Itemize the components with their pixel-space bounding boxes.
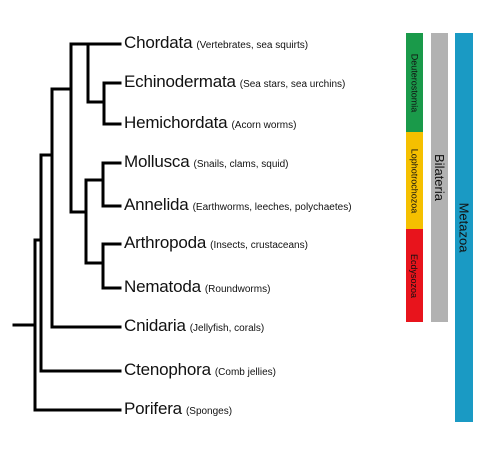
- deuterostomia-label: Deuterostomia: [409, 53, 420, 112]
- taxon-cnidaria: Cnidaria (Jellyfish, corals): [124, 316, 264, 336]
- taxon-arthropoda: Arthropoda (Insects, crustaceans): [124, 233, 308, 253]
- ecdysozoa-label: Ecdysozoa: [409, 253, 420, 298]
- metazoa-bar: Metazoa: [455, 33, 473, 422]
- taxon-note: (Acorn worms): [231, 120, 297, 131]
- taxon-name: Cnidaria: [124, 316, 186, 335]
- taxon-porifera: Porifera (Sponges): [124, 399, 232, 419]
- taxon-note: (Snails, clams, squid): [193, 159, 289, 170]
- taxon-echinodermata: Echinodermata (Sea stars, sea urchins): [124, 72, 345, 92]
- taxon-name: Annelida: [124, 195, 189, 214]
- taxon-name: Mollusca: [124, 152, 190, 171]
- taxon-note: (Insects, crustaceans): [210, 240, 308, 251]
- taxon-mollusca: Mollusca (Snails, clams, squid): [124, 152, 289, 172]
- taxon-note: (Roundworms): [204, 284, 271, 295]
- taxon-note: (Jellyfish, corals): [189, 323, 265, 334]
- taxon-name: Porifera: [124, 399, 182, 418]
- taxon-chordata: Chordata (Vertebrates, sea squirts): [124, 33, 308, 53]
- bilateria-label: Bilateria: [432, 154, 447, 201]
- taxon-note: (Earthworms, leeches, polychaetes): [192, 202, 352, 213]
- taxon-name: Ctenophora: [124, 360, 211, 379]
- metazoa-label: Metazoa: [456, 202, 472, 253]
- taxon-name: Echinodermata: [124, 72, 236, 91]
- deuterostomia-bar: Deuterostomia: [406, 33, 423, 132]
- lophotrochozoa-bar: Lophotrochozoa: [406, 132, 423, 229]
- taxon-hemichordata: Hemichordata (Acorn worms): [124, 113, 296, 133]
- ecdysozoa-bar: Ecdysozoa: [406, 229, 423, 322]
- taxon-annelida: Annelida (Earthworms, leeches, polychaete…: [124, 195, 352, 215]
- taxon-name: Hemichordata: [124, 113, 228, 132]
- taxon-ctenophora: Ctenophora (Comb jellies): [124, 360, 276, 380]
- taxon-name: Arthropoda: [124, 233, 207, 252]
- taxon-note: (Comb jellies): [214, 367, 276, 378]
- lophotrochozoa-label: Lophotrochozoa: [409, 148, 420, 213]
- taxon-name: Chordata: [124, 33, 193, 52]
- taxon-note: (Sponges): [185, 406, 233, 417]
- taxon-name: Nematoda: [124, 277, 201, 296]
- taxon-nematoda: Nematoda (Roundworms): [124, 277, 270, 297]
- bilateria-bar: Bilateria: [431, 33, 448, 322]
- taxon-note: (Sea stars, sea urchins): [239, 79, 346, 90]
- taxon-note: (Vertebrates, sea squirts): [196, 40, 309, 51]
